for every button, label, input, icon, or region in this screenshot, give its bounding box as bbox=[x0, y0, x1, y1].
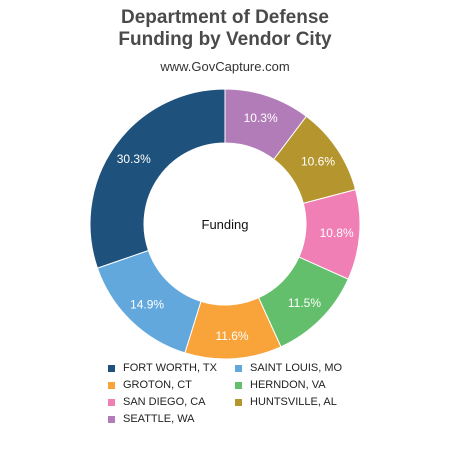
legend-item[interactable]: GROTON, CT bbox=[108, 379, 192, 391]
legend-item[interactable]: SAN DIEGO, CA bbox=[108, 396, 206, 408]
legend-label: SAN DIEGO, CA bbox=[123, 396, 206, 408]
slice-data-label: 11.6% bbox=[215, 329, 248, 343]
slice-data-label: 10.8% bbox=[320, 226, 354, 240]
donut-slices bbox=[89, 88, 361, 360]
legend-item[interactable]: HUNTSVILLE, AL bbox=[235, 396, 337, 408]
slice-data-label: 11.5% bbox=[288, 296, 321, 310]
slice-data-label: 30.3% bbox=[117, 152, 151, 166]
legend-swatch bbox=[235, 398, 242, 406]
legend-label: SEATTLE, WA bbox=[123, 413, 195, 425]
legend-label: FORT WORTH, TX bbox=[123, 362, 217, 374]
legend-item[interactable]: SEATTLE, WA bbox=[108, 413, 195, 425]
legend-swatch bbox=[235, 381, 242, 389]
donut-slice-labels: 10.3% 10.6% 10.8% 11.5% 11.6% 14.9% 30.3% bbox=[117, 111, 354, 343]
slice-data-label: 10.6% bbox=[301, 155, 335, 169]
chart-title-line-2: Funding by Vendor City bbox=[118, 29, 332, 50]
chart-title-line-1: Department of Defense bbox=[121, 7, 329, 28]
legend-swatch bbox=[108, 381, 115, 389]
legend-swatch bbox=[235, 364, 242, 372]
legend-item[interactable]: HERNDON, VA bbox=[235, 379, 326, 391]
chart-title: Department of Defense Funding by Vendor … bbox=[0, 7, 450, 51]
legend-label: HUNTSVILLE, AL bbox=[250, 396, 337, 408]
legend-item[interactable]: SAINT LOUIS, MO bbox=[235, 362, 342, 374]
donut-slice-fort-worth-tx[interactable] bbox=[89, 88, 226, 269]
legend-label: HERNDON, VA bbox=[250, 379, 326, 391]
legend-swatch bbox=[108, 415, 115, 423]
slice-data-label: 14.9% bbox=[130, 297, 164, 311]
legend-swatch bbox=[108, 364, 115, 372]
donut-center-label: Funding bbox=[202, 217, 249, 232]
legend-label: SAINT LOUIS, MO bbox=[250, 362, 343, 374]
slice-data-label: 10.3% bbox=[244, 111, 278, 125]
legend-label: GROTON, CT bbox=[123, 379, 192, 391]
chart-subtitle: www.GovCapture.com bbox=[160, 59, 290, 74]
legend-item[interactable]: FORT WORTH, TX bbox=[108, 362, 217, 374]
legend-swatch bbox=[108, 398, 115, 406]
